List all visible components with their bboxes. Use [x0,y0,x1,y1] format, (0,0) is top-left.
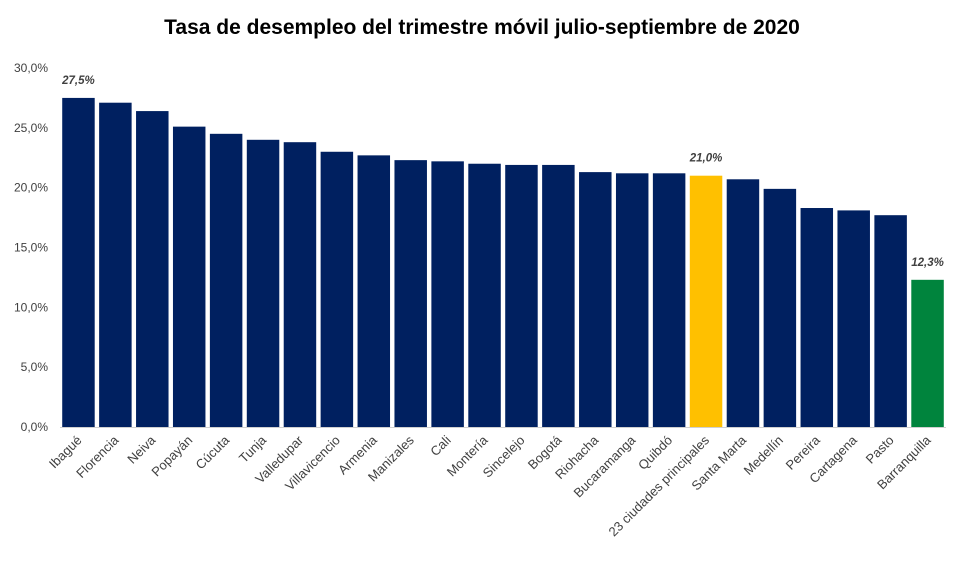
y-tick-label: 25,0% [14,121,48,135]
bar [505,164,538,427]
bar [357,155,391,427]
bar [431,161,464,427]
bar [615,173,649,427]
data-label: 21,0% [689,153,723,165]
x-tick-label: Pasto [863,433,897,467]
bars [62,97,944,428]
bar [394,160,427,428]
y-tick-label: 30,0% [14,61,48,75]
x-tick-label: Tunja [236,432,270,466]
bar [62,97,95,428]
chart-title: Tasa de desempleo del trimestre móvil ju… [164,16,800,39]
bar [246,139,280,428]
x-tick-label: Popayán [148,433,195,480]
y-tick-label: 15,0% [14,241,48,255]
bar [763,188,797,427]
data-label: 12,3% [911,257,944,269]
bar [800,208,834,427]
y-axis: 0,0% 5,0% 10,0% 15,0% 20,0% 25,0% 30,0% [14,61,48,434]
bar [320,151,354,427]
bar [579,172,612,427]
bar [209,133,243,428]
bar [136,111,169,427]
bar [283,142,317,427]
x-tick-label: Medellín [741,433,786,478]
data-label: 27,5% [61,75,95,87]
bar [689,175,723,427]
bar [837,210,870,427]
x-tick-label: Cali [427,432,454,459]
bar [652,173,686,427]
bar [726,179,760,427]
x-tick-label: Cúcuta [193,432,233,472]
bar [542,164,575,427]
bar [172,126,206,428]
y-tick-label: 5,0% [21,360,49,374]
bar [99,102,132,427]
y-tick-label: 20,0% [14,181,48,195]
x-tick-label: Neiva [124,432,159,467]
bar [911,279,944,427]
y-tick-label: 10,0% [14,300,48,314]
bar [468,163,501,427]
bar [874,215,907,427]
data-labels: 27,5% 21,0% 12,3% [61,75,944,269]
y-tick-label: 0,0% [21,420,49,434]
